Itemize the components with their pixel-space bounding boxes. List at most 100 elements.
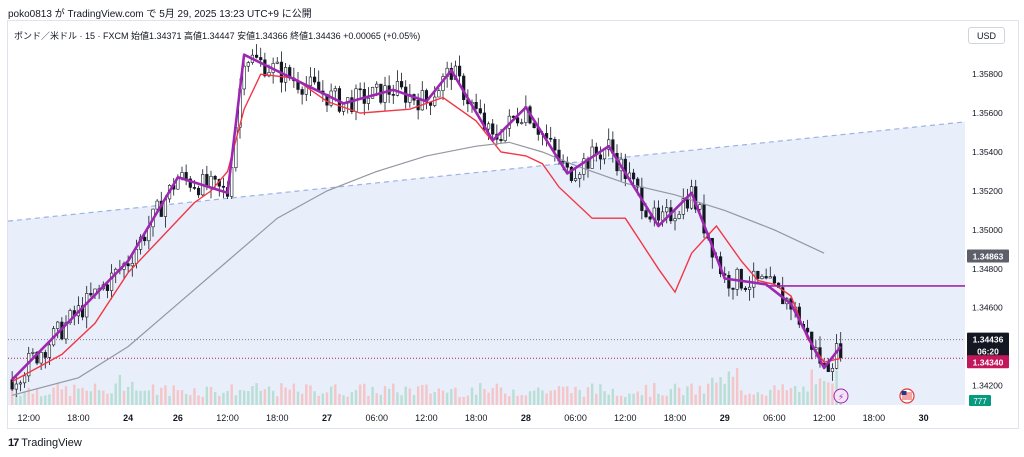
volume-bar bbox=[126, 386, 130, 405]
candle-body bbox=[14, 383, 18, 390]
volume-bar bbox=[454, 387, 457, 405]
volume-bar bbox=[172, 385, 175, 405]
volume-bar bbox=[495, 383, 499, 405]
candle-body bbox=[665, 207, 669, 213]
volume-bar bbox=[640, 395, 644, 405]
candle-body bbox=[681, 198, 685, 215]
candle-body bbox=[126, 263, 130, 267]
volume-bar bbox=[205, 386, 209, 405]
volume-bar bbox=[474, 394, 478, 405]
volume-bar bbox=[653, 383, 656, 405]
volume-bar bbox=[648, 396, 652, 405]
volume-bar bbox=[35, 389, 39, 405]
volume-bar bbox=[131, 381, 134, 405]
volume-bar bbox=[677, 387, 681, 405]
volume-bar bbox=[777, 389, 780, 405]
volume-bar bbox=[139, 390, 142, 405]
price-axis-label: 1.35800 bbox=[972, 69, 1003, 79]
volume-bar bbox=[586, 387, 590, 405]
volume-bar bbox=[516, 395, 519, 405]
volume-bar bbox=[338, 393, 341, 405]
volume-bar bbox=[673, 383, 677, 405]
volume-bar bbox=[698, 385, 702, 405]
volume-bar bbox=[392, 383, 395, 405]
volume-bar bbox=[532, 390, 536, 405]
volume-bar bbox=[238, 390, 242, 405]
volume-bar bbox=[582, 396, 586, 405]
volume-bar bbox=[470, 387, 474, 405]
volume-bar bbox=[60, 389, 64, 405]
volume-bar bbox=[731, 376, 735, 405]
candle-body bbox=[772, 276, 777, 284]
volume-bar bbox=[425, 384, 428, 405]
flag-canton-icon bbox=[901, 391, 907, 395]
candle-body bbox=[18, 382, 23, 385]
candle-body bbox=[739, 269, 743, 289]
time-axis-label: 27 bbox=[322, 413, 332, 423]
candle-body bbox=[68, 310, 72, 324]
volume-bar bbox=[404, 386, 407, 405]
time-axis-label: 12:00 bbox=[813, 413, 836, 423]
volume-bar bbox=[313, 391, 316, 405]
candle-body bbox=[221, 185, 226, 188]
candle-body bbox=[143, 236, 147, 242]
candle-body bbox=[532, 122, 536, 129]
volume-bar bbox=[814, 384, 818, 405]
candle-body bbox=[698, 204, 702, 210]
zigzag-pattern-line bbox=[11, 53, 842, 381]
candle-body bbox=[520, 122, 524, 124]
time-axis-label: 18:00 bbox=[67, 413, 90, 423]
candle-body bbox=[358, 88, 362, 91]
candle-body bbox=[549, 137, 553, 140]
candle-body bbox=[89, 293, 93, 296]
volume-bar bbox=[628, 393, 631, 405]
volume-bar bbox=[599, 384, 602, 405]
volume-bar bbox=[176, 390, 180, 405]
volume-bar bbox=[421, 384, 424, 405]
tradingview-logo[interactable]: 17 TradingView bbox=[8, 437, 82, 449]
candle-body bbox=[180, 172, 184, 178]
candle-body bbox=[768, 276, 772, 279]
volume-bar bbox=[636, 391, 639, 405]
candle-body bbox=[752, 270, 756, 288]
volume-bar bbox=[263, 389, 267, 405]
time-axis-label: 12:00 bbox=[614, 413, 637, 423]
candle-body bbox=[636, 178, 640, 188]
volume-bar bbox=[334, 384, 337, 405]
volume-bar bbox=[570, 393, 573, 405]
volume-bar bbox=[682, 395, 685, 405]
volume-bar bbox=[367, 395, 370, 405]
volume-bar bbox=[255, 383, 258, 405]
candle-body bbox=[839, 343, 843, 359]
candle-body bbox=[275, 61, 279, 64]
volume-bar bbox=[785, 390, 789, 405]
volume-bar bbox=[271, 390, 275, 405]
volume-bar bbox=[615, 395, 619, 405]
volume-bar bbox=[189, 395, 192, 405]
volume-bar bbox=[19, 395, 22, 405]
volume-bar bbox=[706, 383, 710, 405]
candle-body bbox=[582, 158, 586, 175]
candle-body bbox=[366, 97, 371, 104]
volume-bar bbox=[491, 388, 494, 405]
volume-bar bbox=[789, 388, 793, 405]
candle-body bbox=[478, 108, 482, 114]
candle-body bbox=[312, 76, 317, 83]
candle-body bbox=[35, 352, 39, 364]
volume-bar bbox=[85, 390, 88, 405]
candle-body bbox=[553, 138, 557, 151]
volume-bar bbox=[624, 396, 627, 405]
candle-body bbox=[685, 198, 690, 209]
currency-button[interactable]: USD bbox=[968, 27, 1005, 44]
volume-bar bbox=[818, 378, 822, 405]
volume-bar bbox=[102, 390, 105, 405]
volume-bar bbox=[781, 384, 784, 405]
indicator-badge: 777 bbox=[973, 397, 987, 406]
candle-body bbox=[764, 276, 768, 279]
time-axis-label: 18:00 bbox=[266, 413, 289, 423]
volume-bar bbox=[412, 395, 416, 405]
candle-body bbox=[254, 54, 259, 58]
time-axis-label: 18:00 bbox=[664, 413, 687, 423]
volume-bar bbox=[735, 368, 739, 405]
